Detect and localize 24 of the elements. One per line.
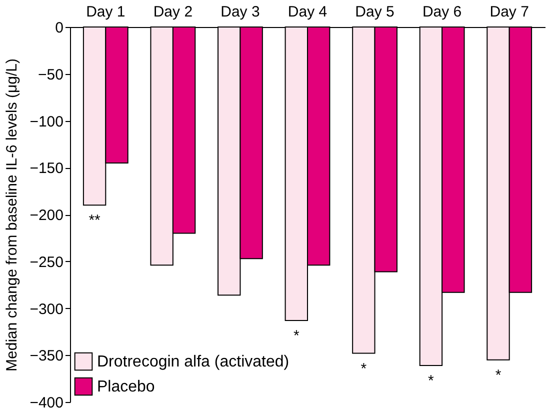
x-tick-label: Day 5 [355,4,394,20]
y-axis-title: Median change from baseline IL-6 levels (μg/L) [4,58,21,372]
annotation: * [495,366,502,384]
y-tick-label: −250 [30,254,64,271]
legend-label: Drotrecogin alfa (activated) [97,354,290,370]
x-tick-label: Day 2 [153,4,193,20]
x-tick-label: Day 3 [220,4,260,20]
annotation: * [360,360,367,378]
y-tick-label: −300 [30,300,64,318]
x-tick-label: Day 7 [490,4,529,20]
y-tick-label: −350 [30,348,64,365]
y-tick-label: 0 [55,20,64,36]
x-tick-label: Day 1 [86,4,126,20]
y-tick-label: −50 [38,66,64,84]
y-tick-label: −400 [30,394,64,412]
y-tick-label: −200 [30,207,64,224]
y-tick-label: −150 [30,160,64,178]
x-tick-label: Day 6 [422,4,462,20]
annotation: ** [88,212,101,230]
x-tick-label: Day 4 [288,4,328,20]
legend-label: Placebo [97,378,155,396]
annotation: * [428,372,434,390]
annotation: * [293,327,300,344]
y-tick-label: −100 [30,113,64,130]
